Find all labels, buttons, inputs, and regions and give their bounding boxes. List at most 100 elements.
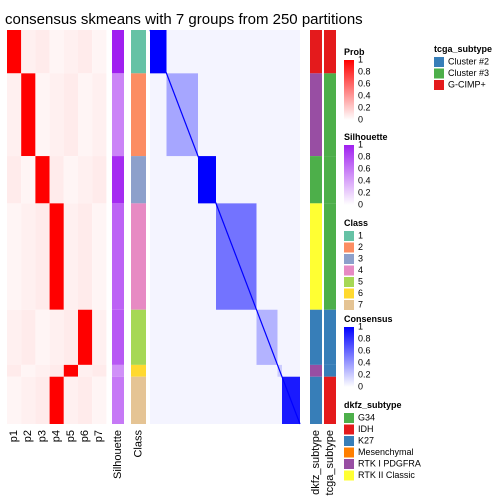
tcga-cell-class-7	[324, 376, 336, 424]
legend-swatch-dkfz-5	[344, 470, 354, 481]
consensus-diagonal	[149, 29, 301, 425]
prob-cell-p2-class-2	[21, 73, 36, 157]
legend-tick-silhouette-3: 0.4	[358, 175, 371, 185]
prob-cell-p6-class-6	[78, 364, 93, 377]
legend-tick-silhouette-4: 0.2	[358, 187, 371, 197]
legend-label-class-5: 6	[358, 288, 363, 298]
legend-label-class-3: 4	[358, 265, 363, 275]
col-label-p7: p7	[93, 430, 105, 442]
legend-swatch-class-5	[344, 288, 354, 299]
silhouette-cell-class-1	[112, 30, 124, 74]
prob-cell-p1-class-2	[7, 73, 22, 157]
silhouette-cell-class-5	[112, 309, 124, 365]
prob-cell-p2-class-5	[21, 309, 36, 365]
legend-swatch-tcga-0	[434, 57, 444, 67]
legend-label-dkfz-1: IDH	[358, 424, 374, 434]
legend-swatch-dkfz-4	[344, 459, 354, 469]
class-cell-4	[131, 203, 146, 310]
prob-cell-p4-class-6	[49, 364, 64, 377]
legend-tick-prob-1: 0.8	[358, 66, 371, 76]
legend-label-class-2: 3	[358, 253, 363, 263]
legend-title-prob: Prob	[344, 47, 365, 57]
legend-swatch-tcga-2	[434, 80, 444, 90]
dkfz-cell-class-4	[310, 203, 322, 310]
legend-swatch-class-6	[344, 300, 354, 310]
prob-cell-p4-class-3	[49, 156, 64, 204]
dkfz-cell-class-7	[310, 376, 322, 424]
legend-swatch-class-0	[344, 231, 354, 241]
prob-cell-p4-class-4	[49, 203, 64, 310]
prob-cell-p2-class-3	[21, 156, 36, 204]
prob-cell-p6-class-5	[78, 309, 93, 365]
col-label-p1: p1	[8, 430, 20, 442]
legend-label-dkfz-0: G34	[358, 412, 375, 422]
legend-swatch-class-3	[344, 265, 354, 276]
prob-cell-p5-class-3	[63, 156, 78, 204]
chart-title: consensus skmeans with 7 groups from 250…	[5, 11, 363, 28]
class-cell-7	[131, 376, 146, 424]
prob-cell-p6-class-1	[78, 30, 93, 74]
prob-cell-p3-class-3	[35, 156, 50, 204]
col-label-class: Class	[132, 430, 144, 458]
dkfz-cell-class-6	[310, 364, 322, 377]
col-label-p4: p4	[51, 430, 63, 442]
prob-cell-p6-class-2	[78, 73, 93, 157]
tcga-cell-class-6	[324, 364, 336, 377]
prob-cell-p4-class-1	[49, 30, 64, 74]
silhouette-cell-class-2	[112, 73, 124, 157]
dkfz-cell-class-5	[310, 309, 322, 365]
legend-tick-consensus-1: 0.8	[358, 333, 371, 343]
dkfz-cell-class-3	[310, 156, 322, 204]
legend-title-dkfz: dkfz_subtype	[344, 400, 402, 410]
col-label-dkfz-subtype: dkfz_subtype	[310, 430, 322, 495]
legend-label-tcga-1: Cluster #3	[448, 68, 489, 78]
legend-tick-prob-3: 0.4	[358, 90, 371, 100]
prob-cell-p3-class-4	[35, 203, 50, 310]
prob-cell-p1-class-7	[7, 376, 22, 424]
legend-tick-consensus-0: 1	[358, 321, 363, 331]
prob-cell-p7-class-6	[92, 364, 107, 377]
prob-cell-p6-class-3	[78, 156, 93, 204]
legend-label-class-6: 7	[358, 299, 363, 309]
prob-cell-p3-class-2	[35, 73, 50, 157]
prob-cell-p4-class-2	[49, 73, 64, 157]
prob-cell-p7-class-5	[92, 309, 107, 365]
class-cell-2	[131, 73, 146, 157]
legend-label-class-4: 5	[358, 276, 363, 286]
legend-gradient-silhouette	[344, 145, 354, 205]
prob-cell-p5-class-2	[63, 73, 78, 157]
legend-swatch-dkfz-2	[344, 436, 354, 446]
prob-cell-p3-class-1	[35, 30, 50, 74]
class-cell-6	[131, 364, 146, 377]
legend-swatch-class-2	[344, 254, 354, 264]
legend-tick-consensus-2: 0.6	[358, 345, 371, 355]
col-label-p2: p2	[22, 430, 34, 442]
prob-cell-p4-class-7	[49, 376, 64, 424]
legend-gradient-consensus	[344, 327, 354, 387]
prob-cell-p3-class-7	[35, 376, 50, 424]
legend-swatch-class-1	[344, 242, 354, 253]
prob-cell-p3-class-5	[35, 309, 50, 365]
silhouette-cell-class-3	[112, 156, 124, 204]
legend-label-class-0: 1	[358, 230, 363, 240]
tcga-cell-class-1	[324, 30, 336, 74]
legend-tick-silhouette-1: 0.8	[358, 151, 371, 161]
prob-cell-p5-class-6	[63, 364, 78, 377]
dkfz-cell-class-2	[310, 73, 322, 157]
prob-cell-p5-class-7	[63, 376, 78, 424]
legend-title-tcga: tcga_subtype	[434, 44, 492, 54]
prob-cell-p5-class-1	[63, 30, 78, 74]
col-label-p5: p5	[65, 430, 77, 442]
class-cell-3	[131, 156, 146, 204]
prob-cell-p6-class-4	[78, 203, 93, 310]
prob-cell-p2-class-4	[21, 203, 36, 310]
legend-swatch-tcga-1	[434, 68, 444, 79]
legend-label-dkfz-5: RTK II Classic	[358, 470, 415, 480]
prob-cell-p6-class-7	[78, 376, 93, 424]
prob-cell-p5-class-4	[63, 203, 78, 310]
legend-label-tcga-0: Cluster #2	[448, 56, 489, 66]
legend-swatch-dkfz-1	[344, 424, 354, 435]
col-label-silhouette: Silhouette	[112, 430, 124, 479]
silhouette-cell-class-7	[112, 376, 124, 424]
tcga-cell-class-5	[324, 309, 336, 365]
